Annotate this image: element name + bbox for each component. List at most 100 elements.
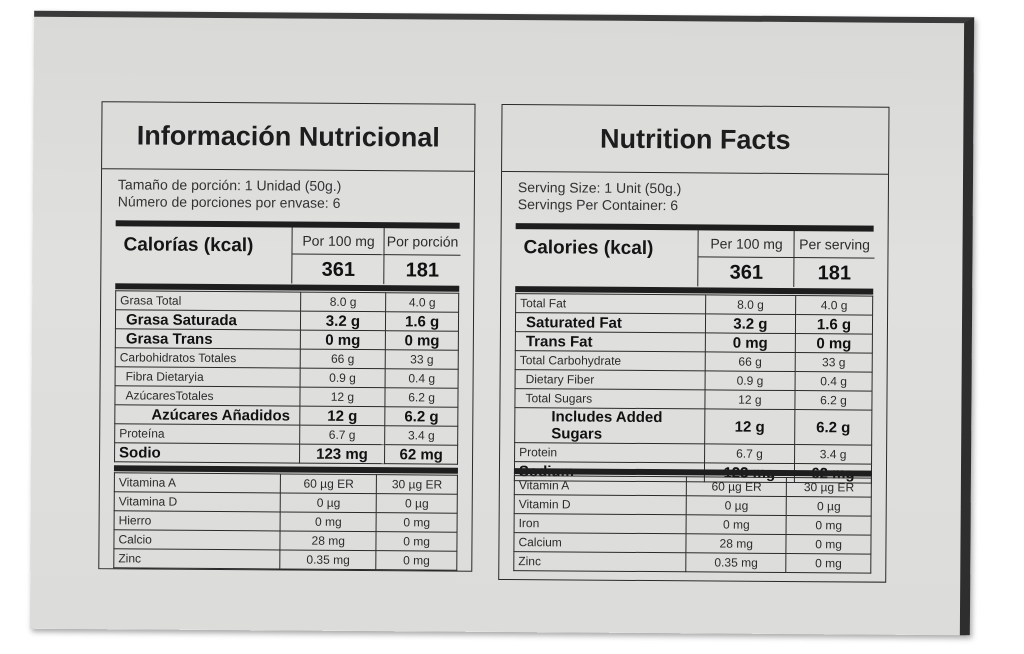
value-per-100: 8.0 g bbox=[300, 292, 386, 312]
value-per-100: 0.9 g bbox=[704, 370, 796, 391]
nutrient-name: Grasa Saturada bbox=[115, 309, 301, 331]
spanish-label-panel: Información Nutricional Tamaño de porció… bbox=[98, 101, 476, 572]
value-per-serving: 6.2 g bbox=[385, 387, 459, 408]
nutrient-row: Carbohidratos Totales 66 g 33 g bbox=[115, 347, 459, 370]
nutrient-name: Grasa Total bbox=[115, 290, 301, 312]
vitamin-row: Vitamin A 60 µg ER 30 µg ER bbox=[514, 475, 872, 498]
nutrient-name: Sodio bbox=[114, 442, 300, 464]
value-per-100: 66 g bbox=[704, 351, 796, 372]
value-per-serving: 33 g bbox=[385, 349, 459, 370]
value-per-serving: 33 g bbox=[795, 352, 873, 373]
nutrient-row: Grasa Saturada 3.2 g 1.6 g bbox=[115, 309, 459, 332]
nutrient-row: Total Carbohydrate 66 g 33 g bbox=[515, 350, 873, 373]
value-per-serving: 0 µg bbox=[376, 493, 458, 514]
value-per-100: 6.7 g bbox=[299, 425, 386, 445]
value-per-100: 28 mg bbox=[280, 530, 377, 551]
english-col1-header: Per 100 mg bbox=[698, 230, 795, 259]
value-per-serving: 4.0 g bbox=[385, 292, 459, 313]
nutrient-row: Grasa Trans 0 mg 0 mg bbox=[115, 328, 459, 351]
vitamin-row: Iron 0 mg 0 mg bbox=[514, 513, 872, 536]
vitamin-row: Zinc 0.35 mg 0 mg bbox=[513, 551, 871, 574]
value-per-serving: 62 mg bbox=[384, 444, 458, 465]
spanish-vitamin-table: Vitamina A 60 µg ER 30 µg ER Vitamina D 0 µg… bbox=[113, 472, 458, 571]
value-per-100: 0 mg bbox=[686, 514, 787, 535]
nutrient-row: Trans Fat 0 mg 0 mg bbox=[515, 331, 873, 354]
value-per-100: 60 µg ER bbox=[280, 473, 377, 494]
value-per-serving: 30 µg ER bbox=[786, 477, 872, 498]
english-title: Nutrition Facts bbox=[502, 104, 889, 175]
english-col-serving: Per serving 181 bbox=[793, 231, 875, 288]
spanish-calories-100: 361 bbox=[321, 258, 356, 281]
value-per-serving: 0.4 g bbox=[385, 368, 459, 389]
english-label-panel: Nutrition Facts Serving Size: 1 Unit (50… bbox=[498, 103, 890, 583]
spanish-col-serving: Por porción 181 bbox=[383, 228, 461, 285]
value-per-serving: 0 mg bbox=[376, 531, 458, 552]
english-serving-size: Serving Size: 1 Unit (50g.) bbox=[517, 179, 682, 197]
nutrient-name: Dietary Fiber bbox=[515, 369, 705, 390]
nutrient-name: Vitamin A bbox=[514, 475, 687, 496]
nutrient-name: Hierro bbox=[114, 510, 281, 531]
value-per-serving: 30 µg ER bbox=[376, 474, 458, 495]
english-col-100: Per 100 mg 361 bbox=[697, 230, 795, 288]
nutrient-name: Calcium bbox=[513, 532, 687, 553]
nutrient-name: Calcio bbox=[113, 529, 281, 550]
english-calories-100: 361 bbox=[729, 261, 764, 284]
nutrient-name: Zinc bbox=[513, 551, 687, 572]
nutrient-row: Grasa Total 8.0 g 4.0 g bbox=[115, 290, 459, 313]
nutrient-row: Azúcares Añadidos 12 g 6.2 g bbox=[114, 404, 458, 427]
spanish-col2-header: Por porción bbox=[384, 228, 461, 256]
nutrient-row: Dietary Fiber 0.9 g 0.4 g bbox=[515, 369, 873, 392]
nutrient-row: Total Sugars 12 g 6.2 g bbox=[514, 388, 873, 411]
value-per-100: 12 g bbox=[299, 406, 386, 426]
value-per-serving: 3.4 g bbox=[794, 444, 872, 465]
vitamin-row: Zinc 0.35 mg 0 mg bbox=[113, 548, 457, 571]
value-per-100: 123 mg bbox=[299, 444, 385, 464]
value-per-serving: 0 mg bbox=[385, 330, 459, 351]
value-per-serving: 0 µg bbox=[786, 496, 872, 517]
nutrient-name: Zinc bbox=[113, 548, 281, 569]
nutrient-name: Vitamina D bbox=[114, 491, 281, 512]
value-per-serving: 6.2 g bbox=[794, 390, 873, 411]
english-serving-info: Serving Size: 1 Unit (50g.) Servings Per… bbox=[518, 179, 682, 214]
value-per-serving: 6.2 g bbox=[794, 409, 872, 446]
english-calories-header: Calories (kcal) Per 100 mg 361 Per servi… bbox=[515, 229, 875, 288]
value-per-100: 0 mg bbox=[705, 332, 796, 353]
spanish-calories-header: Calorías (kcal) Por 100 mg 361 Por porci… bbox=[115, 226, 461, 285]
nutrient-row: Total Fat 8.0 g 4.0 g bbox=[515, 293, 873, 316]
value-per-100: 12 g bbox=[704, 408, 795, 445]
value-per-100: 3.2 g bbox=[705, 313, 796, 334]
value-per-serving: 0 mg bbox=[376, 550, 457, 571]
nutrient-row: Proteína 6.7 g 3.4 g bbox=[114, 423, 458, 446]
nutrient-row: Sodio 123 mg 62 mg bbox=[114, 442, 458, 465]
nutrient-name: Vitamina A bbox=[114, 472, 281, 493]
spanish-serving-size: Tamaño de porción: 1 Unidad (50g.) bbox=[117, 176, 342, 194]
nutrient-row: Fibra Dietaryia 0.9 g 0.4 g bbox=[115, 366, 459, 389]
nutrient-name: Vitamin D bbox=[514, 494, 687, 515]
value-per-serving: 1.6 g bbox=[385, 311, 459, 332]
value-per-serving: 6.2 g bbox=[385, 406, 458, 427]
vitamin-row: Hierro 0 mg 0 mg bbox=[114, 510, 458, 533]
value-per-100: 8.0 g bbox=[705, 294, 796, 315]
value-per-100: 66 g bbox=[299, 349, 386, 369]
english-calories-serving: 181 bbox=[817, 262, 852, 285]
nutrient-name: Includes Added Sugars bbox=[514, 407, 705, 444]
spanish-nutrient-table: Grasa Total 8.0 g 4.0 g Grasa Saturada 3.2 g… bbox=[114, 290, 459, 465]
nutrient-name: Total Sugars bbox=[514, 388, 705, 409]
spanish-title: Información Nutricional bbox=[102, 102, 475, 172]
spanish-calories-serving: 181 bbox=[405, 259, 440, 282]
nutrient-row: Protein 6.7 g 3.4 g bbox=[514, 442, 872, 465]
nutrient-name: Carbohidratos Totales bbox=[115, 347, 300, 369]
nutrient-name: Azúcares Añadidos bbox=[114, 404, 300, 426]
value-per-serving: 3.4 g bbox=[384, 425, 458, 446]
nutrient-name: Total Fat bbox=[515, 293, 706, 314]
nutrient-name: Total Carbohydrate bbox=[515, 350, 706, 371]
nutrient-row: Includes Added Sugars 12 g 6.2 g bbox=[514, 407, 872, 446]
nutrient-name: Saturated Fat bbox=[515, 312, 706, 333]
spanish-calories-label: Calorías (kcal) bbox=[123, 234, 254, 257]
nutrient-name: AzúcaresTotales bbox=[114, 385, 300, 407]
spanish-col1-header: Por 100 mg bbox=[292, 227, 385, 256]
value-per-100: 0.35 mg bbox=[280, 549, 377, 570]
spanish-serving-info: Tamaño de porción: 1 Unidad (50g.) Númer… bbox=[118, 176, 342, 212]
value-per-100: 0.35 mg bbox=[686, 552, 787, 573]
